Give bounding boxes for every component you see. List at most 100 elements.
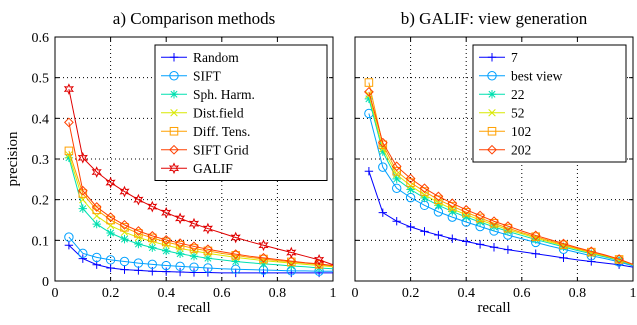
x-tick-label: 0: [352, 286, 359, 301]
x-tick-label: 0.2: [402, 286, 420, 301]
data-point-sift: [133, 258, 144, 268]
data-point-galif: [175, 212, 186, 225]
legend-item-galif: GALIF: [161, 161, 233, 176]
data-point-dist-field: [120, 228, 129, 236]
data-point-22: [378, 147, 387, 156]
x-tick-label: 0.6: [513, 286, 531, 301]
series-random: [64, 241, 333, 278]
y-tick-label: 0: [42, 275, 49, 290]
y-tick-label: 0.1: [32, 234, 50, 249]
data-point-202: [433, 191, 444, 202]
y-tick-label: 0.2: [32, 194, 50, 209]
data-point-7: [475, 240, 485, 249]
data-point-random: [120, 265, 129, 274]
x-axis-label: recall: [477, 300, 510, 316]
series-line-102: [368, 82, 634, 266]
series-sift: [64, 232, 333, 276]
data-point-galif: [202, 222, 213, 235]
data-point-sph-harm: [203, 254, 213, 263]
legend-label: 7: [511, 50, 518, 65]
data-point-sift-grid: [202, 244, 213, 255]
series-7: [364, 167, 634, 269]
x-axis-label: recall: [177, 300, 210, 316]
data-point-sift-grid: [105, 212, 116, 223]
legend-swatch-marker: [169, 144, 179, 155]
data-point-sift-grid: [133, 226, 144, 236]
legend-label: 22: [511, 87, 525, 102]
legend-item-22: 22: [479, 87, 525, 102]
data-point-202: [586, 246, 597, 257]
x-tick-label: 1: [330, 286, 337, 301]
data-point-sift-grid: [77, 185, 88, 196]
data-point-sph-harm: [134, 239, 143, 249]
legend-swatch-marker: [169, 126, 179, 136]
data-point-22: [448, 207, 457, 216]
data-point-sift-grid: [175, 238, 186, 249]
data-point-sph-harm: [162, 246, 171, 256]
legend-swatch-marker: [487, 144, 497, 155]
legend-label: 102: [511, 124, 531, 139]
x-tick-label: 0.8: [269, 286, 287, 301]
legend-swatch-marker: [487, 90, 497, 99]
data-point-22: [559, 242, 568, 252]
legend-swatch-marker: [487, 126, 497, 136]
data-point-7: [406, 222, 415, 232]
data-point-102: [392, 166, 401, 176]
legend-label: 202: [511, 142, 531, 157]
data-point-7: [378, 208, 387, 217]
legend-label: best view: [511, 68, 563, 83]
data-point-202: [419, 183, 430, 194]
data-point-diff-tens: [106, 215, 115, 225]
data-point-202: [391, 161, 402, 172]
data-point-sift: [147, 259, 158, 270]
data-point-7: [364, 167, 374, 176]
data-point-202: [461, 204, 472, 215]
data-point-7: [448, 234, 457, 243]
data-point-sift: [64, 232, 74, 242]
x-tick-label: 0.6: [213, 286, 231, 301]
data-point-202: [489, 216, 499, 227]
data-point-7: [587, 257, 596, 266]
data-point-sift-grid: [258, 252, 269, 263]
chart-title: a) Comparison methods: [113, 9, 275, 28]
legend-swatch-marker: [170, 109, 178, 117]
data-point-sift-grid: [63, 117, 74, 128]
legend-label: Sph. Harm.: [193, 87, 255, 102]
data-point-random: [162, 267, 171, 276]
data-point-diff-tens: [189, 244, 199, 253]
data-point-galif: [91, 166, 102, 178]
data-point-diff-tens: [134, 229, 143, 238]
data-point-sph-harm: [231, 257, 240, 266]
legend-item-102: 102: [479, 124, 531, 139]
data-point-102: [475, 213, 485, 223]
data-point-52: [392, 170, 401, 179]
legend-item-dist-field: Dist.field: [161, 105, 244, 120]
series-line-diff-tens: [68, 150, 334, 267]
legend-swatch-marker: [488, 109, 496, 117]
data-point-sph-harm: [64, 153, 74, 162]
data-point-sift: [78, 248, 88, 259]
data-point-sph-harm: [78, 204, 87, 213]
y-tick-label: 0.4: [32, 112, 50, 127]
data-point-7: [531, 249, 540, 258]
data-point-galif: [188, 217, 200, 230]
plot-frame: [354, 36, 634, 282]
legend-label: Random: [193, 50, 239, 65]
y-axis-label: precision: [5, 131, 21, 186]
data-point-sift: [203, 263, 213, 273]
data-point-galif: [105, 176, 116, 189]
data-point-7: [420, 227, 429, 236]
data-point-galif: [133, 193, 144, 206]
data-point-diff-tens: [231, 251, 240, 260]
legend-swatch-marker: [487, 71, 497, 81]
data-point-sift-grid: [161, 235, 172, 245]
data-point-sift: [92, 252, 102, 263]
data-point-diff-tens: [120, 223, 129, 232]
data-point-202: [475, 210, 486, 221]
data-point-7: [392, 217, 401, 226]
data-point-sph-harm: [106, 228, 115, 238]
x-tick-label: 0.4: [157, 286, 175, 301]
data-point-22: [392, 174, 401, 184]
data-point-sift-grid: [91, 202, 102, 212]
y-tick-label: 0.5: [32, 72, 50, 87]
